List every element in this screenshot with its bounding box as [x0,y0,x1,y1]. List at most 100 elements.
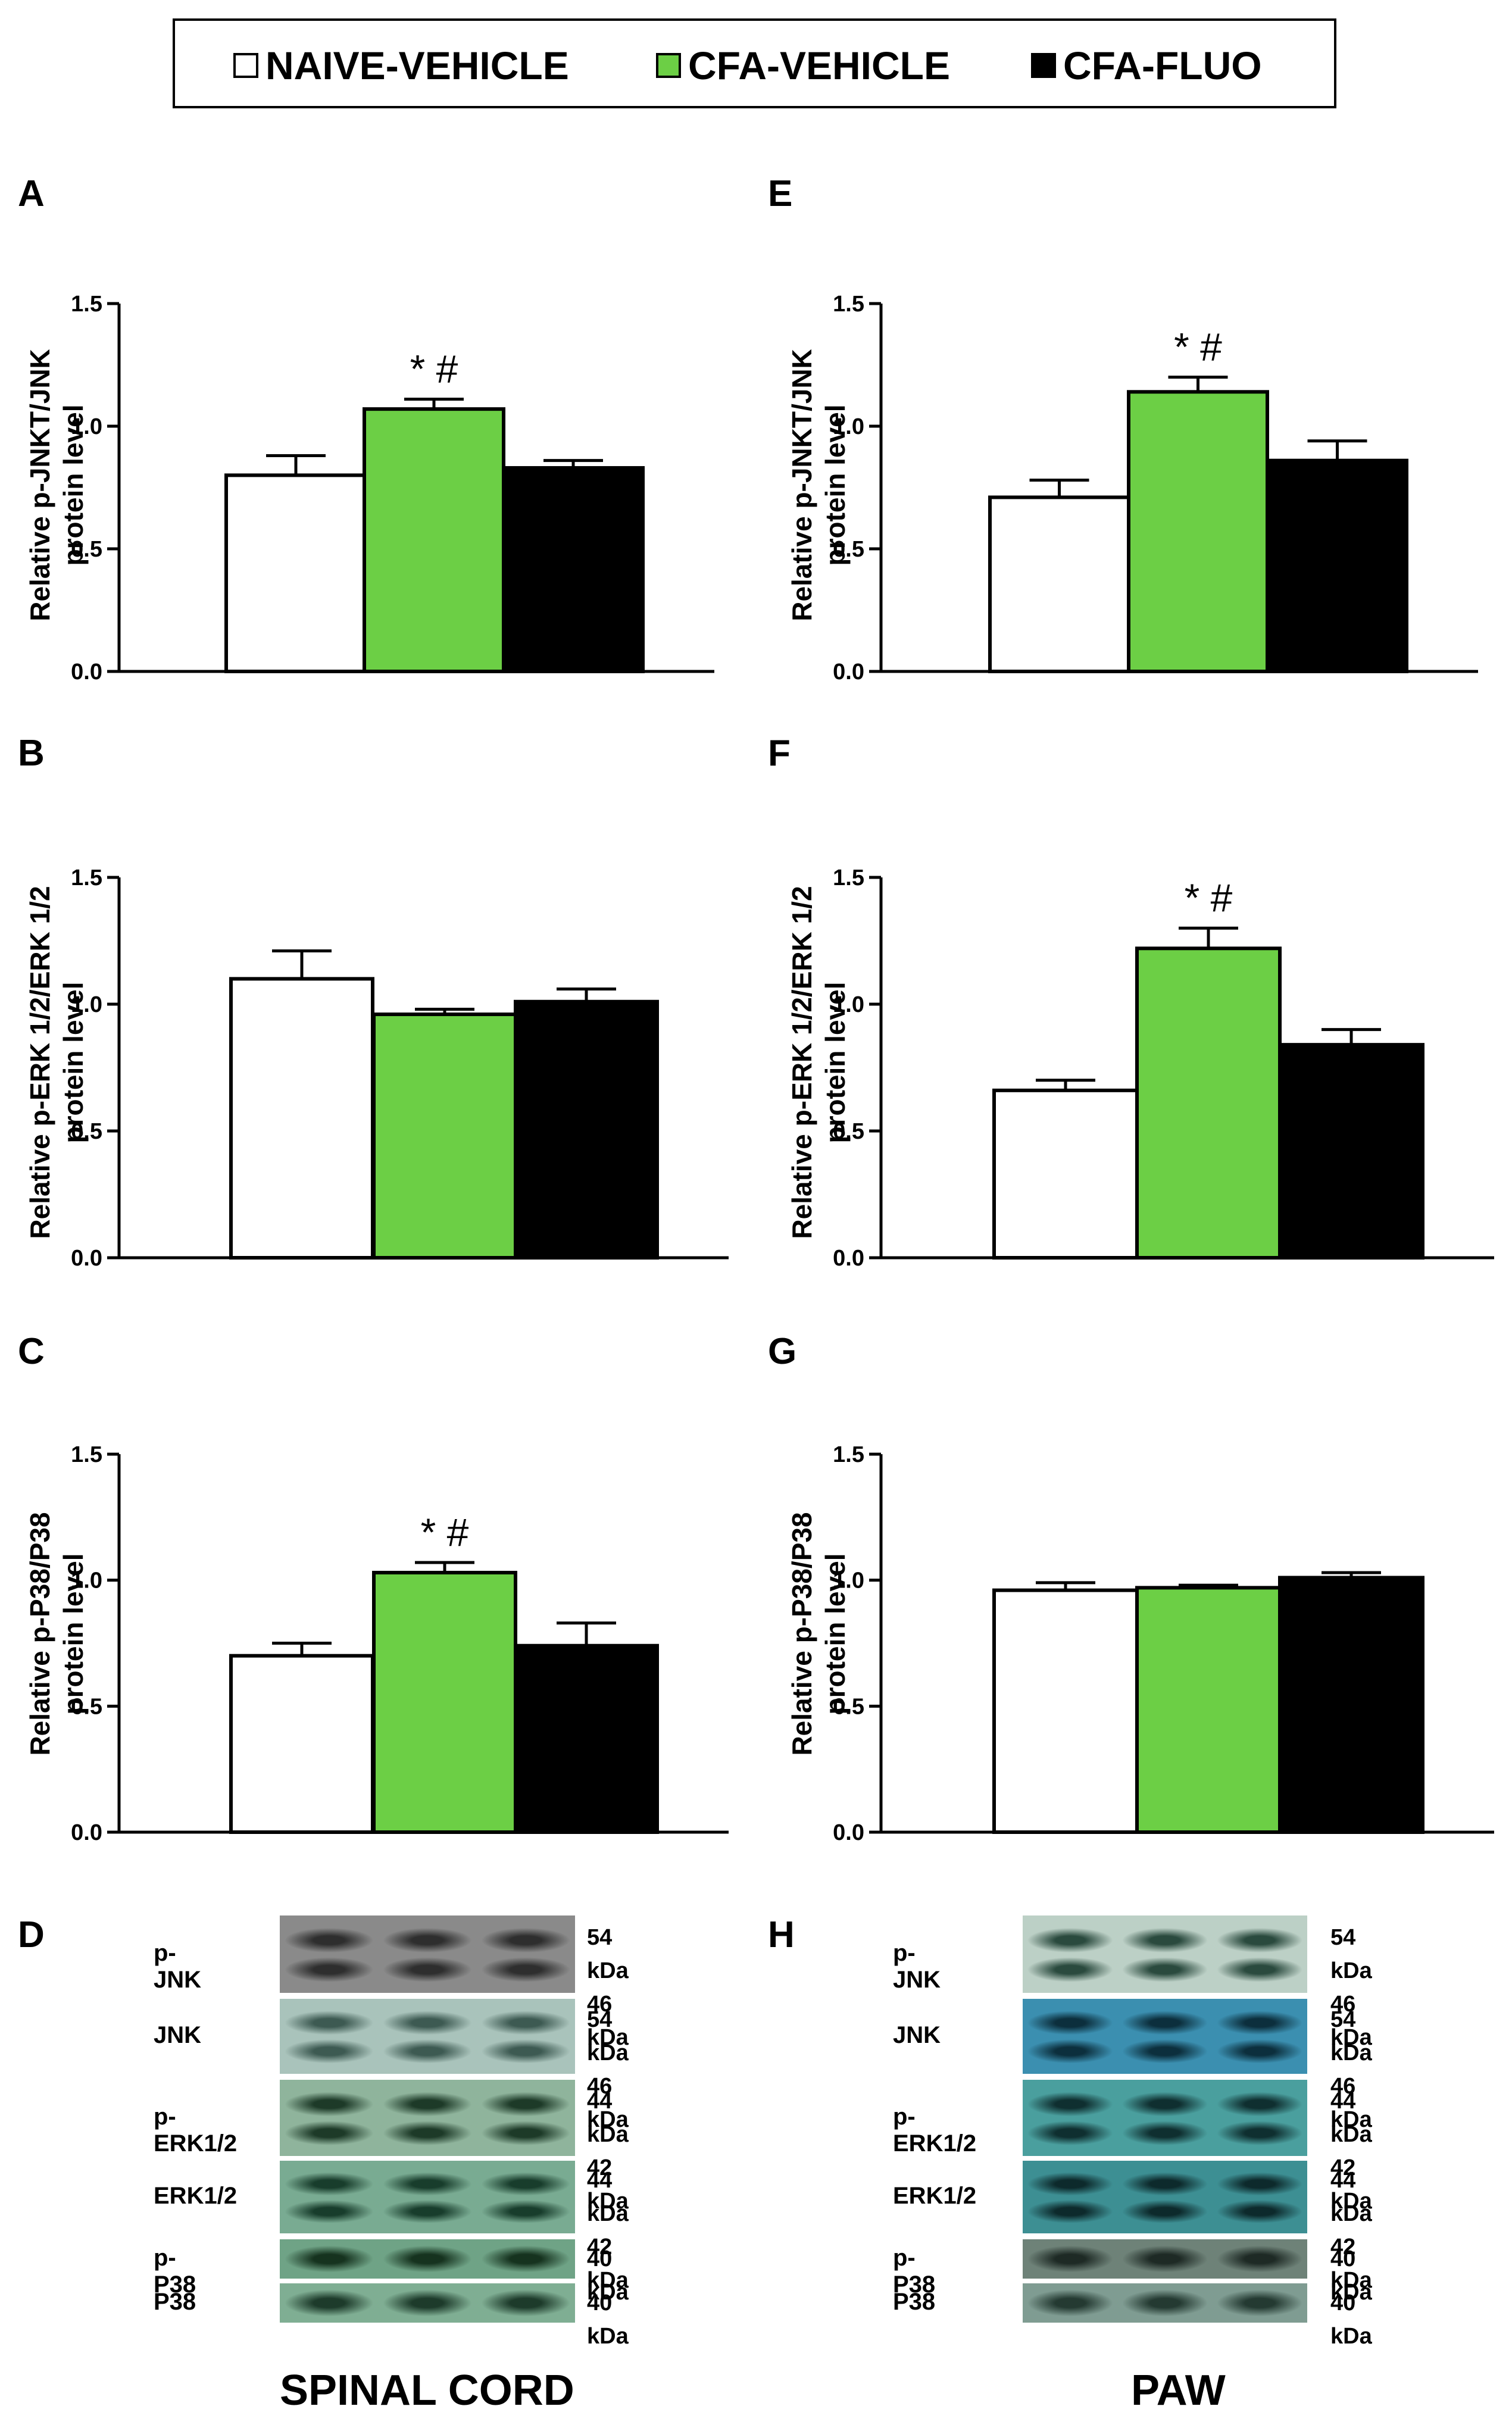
panel-letter-c: C [18,1331,45,1372]
y-tick-label-e: 0.0 [833,660,864,685]
y-tick-label-g: 1.5 [833,1442,864,1467]
blot-strip-paw [1023,2080,1307,2156]
molecular-weight-label-paw: 54 kDa 46 kDa [1330,1925,1372,2050]
blot-strip-spinal-cord [280,2283,575,2323]
molecular-weight-label-paw: 54 kDa 46 kDa [1330,2007,1372,2132]
blot-strip-spinal-cord [280,1999,575,2074]
tissue-label-spinal-cord: SPINAL CORD [280,2367,574,2414]
y-tick-label-f: 1.5 [833,865,864,890]
panel-letter-b: B [18,733,45,774]
blot-protein-label-spinal-cord: p-JNK [154,1940,202,1993]
y-tick-label-b: 0.5 [71,1119,102,1144]
y-tick-label-c: 1.5 [71,1442,102,1467]
molecular-weight-label-spinal-cord: 40 kDa [587,2246,629,2305]
bar-e-2 [1127,390,1269,673]
y-tick-label-c: 0.5 [71,1694,102,1719]
blot-strip-paw [1023,1915,1307,1993]
y-tick-label-f: 0.5 [833,1119,864,1144]
blot-strip-paw [1023,2161,1307,2233]
y-tick-label-b: 0.0 [71,1246,102,1271]
molecular-weight-label-spinal-cord: 44 kDa 42 kDa [587,2168,629,2293]
panel-letter-a: A [18,173,45,214]
molecular-weight-label-spinal-cord: 54 kDa 46 kDa [587,2007,629,2132]
blot-strip-spinal-cord [280,2239,575,2279]
blot-strip-spinal-cord [280,2080,575,2156]
y-tick-label-b: 1.0 [71,992,102,1017]
y-tick-label-c: 0.0 [71,1820,102,1845]
bar-b-3 [514,999,659,1260]
y-tick-label-c: 1.0 [71,1568,102,1593]
panel-letter-d: D [18,1914,45,1955]
blot-protein-label-paw: ERK1/2 [893,2183,977,2209]
bar-a-3 [502,466,645,673]
y-tick-label-g: 1.0 [833,1568,864,1593]
bar-e-1 [988,495,1130,673]
blot-protein-label-spinal-cord: p-P38 [154,2245,196,2298]
blot-strip-paw [1023,2283,1307,2323]
bar-c-3 [514,1643,659,1835]
molecular-weight-label-paw: 40 kDa [1330,2290,1372,2349]
blot-protein-label-paw: P38 [893,2289,936,2315]
molecular-weight-label-spinal-cord: 54 kDa 46 kDa [587,1925,629,2050]
blot-protein-label-spinal-cord: P38 [154,2289,196,2315]
y-tick-label-e: 0.5 [833,537,864,562]
panel-letter-e: E [768,173,793,214]
y-tick-label-a: 0.0 [71,660,102,685]
bar-c-1 [229,1654,374,1835]
panel-letter-f: F [768,733,791,774]
y-tick-label-a: 0.5 [71,537,102,562]
panel-letter-h: H [768,1914,795,1955]
blot-strip-paw [1023,2239,1307,2279]
bar-b-2 [372,1013,517,1260]
legend-item-naive-vehicle: NAIVE-VEHICLE [233,43,569,88]
y-tick-label-a: 1.0 [71,414,102,439]
bar-a-2 [363,407,505,673]
blot-protein-label-spinal-cord: p-ERK1/2 [154,2104,238,2157]
bar-f-3 [1278,1043,1424,1260]
significance-label-c: * # [421,1510,469,1554]
molecular-weight-label-spinal-cord: 44 kDa 42 kDa [587,2089,629,2214]
significance-label-a: * # [410,347,458,391]
y-tick-label-a: 1.5 [71,292,102,317]
molecular-weight-label-paw: 44 kDa 42 kDa [1330,2089,1372,2214]
bar-a-1 [224,473,367,674]
legend-item-cfa-fluo: CFA-FLUO [1031,43,1262,88]
bar-f-2 [1135,946,1282,1260]
y-tick-label-f: 0.0 [833,1246,864,1271]
molecular-weight-label-paw: 44 kDa 42 kDa [1330,2168,1372,2293]
blot-protein-label-paw: JNK [893,2022,941,2048]
blot-strip-paw [1023,1999,1307,2074]
blot-strip-spinal-cord [280,2161,575,2233]
blot-protein-label-paw: p-ERK1/2 [893,2104,977,2157]
legend-swatch [1031,53,1056,78]
bar-c-2 [372,1570,517,1834]
legend: NAIVE-VEHICLE CFA-VEHICLE CFA-FLUO [173,18,1336,108]
y-tick-label-f: 1.0 [833,992,864,1017]
bar-f-1 [992,1088,1139,1260]
legend-label: NAIVE-VEHICLE [265,43,569,88]
y-tick-label-e: 1.5 [833,292,864,317]
significance-label-f: * # [1185,876,1233,920]
blot-protein-label-spinal-cord: ERK1/2 [154,2183,238,2209]
panel-letter-g: G [768,1331,797,1372]
molecular-weight-label-spinal-cord: 40 kDa [587,2290,629,2349]
y-tick-label-b: 1.5 [71,865,102,890]
bar-g-3 [1278,1576,1424,1835]
blot-strip-spinal-cord [280,1915,575,1993]
significance-label-e: * # [1174,325,1222,369]
y-tick-label-g: 0.5 [833,1694,864,1719]
bar-e-3 [1266,458,1408,673]
molecular-weight-label-paw: 40 kDa [1330,2246,1372,2305]
y-tick-label-g: 0.0 [833,1820,864,1845]
legend-swatch [656,53,681,78]
blot-protein-label-paw: p-P38 [893,2245,936,2298]
legend-label: CFA-VEHICLE [688,43,951,88]
blot-protein-label-paw: p-JNK [893,1940,941,1993]
legend-label: CFA-FLUO [1063,43,1262,88]
bar-b-1 [229,977,374,1260]
bar-g-1 [992,1588,1139,1835]
legend-item-cfa-vehicle: CFA-VEHICLE [656,43,951,88]
bar-g-2 [1135,1586,1282,1835]
blot-protein-label-spinal-cord: JNK [154,2022,202,2048]
